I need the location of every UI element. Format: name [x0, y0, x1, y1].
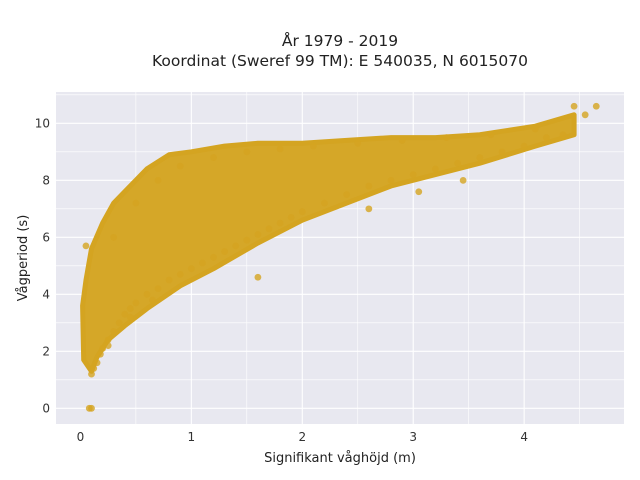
scatter-point [199, 259, 206, 267]
scatter-point [592, 102, 600, 110]
scatter-point [476, 154, 484, 161]
scatter-point [432, 165, 439, 173]
chart-title-line2: Koordinat (Sweref 99 TM): E 540035, N 60… [152, 52, 528, 70]
scatter-point [154, 176, 162, 184]
scatter-point [210, 253, 217, 261]
scatter-point [176, 270, 184, 278]
scatter-point [221, 248, 229, 255]
scatter-point [343, 191, 351, 198]
scatter-point [243, 236, 251, 244]
y-tick-labels: 0 2 4 6 8 10 [35, 116, 50, 415]
scatter-point [187, 265, 195, 273]
scatter-point [126, 313, 134, 321]
scatter-point [210, 154, 217, 161]
scatter-point [104, 336, 112, 344]
scatter-point [143, 290, 151, 298]
x-tick-label: 0 [77, 430, 85, 444]
scatter-point [443, 134, 450, 141]
scatter-points [82, 102, 600, 412]
x-tick-label: 2 [298, 430, 306, 444]
scatter-point [387, 176, 395, 184]
scatter-point [570, 102, 578, 110]
scatter-point [559, 131, 567, 139]
scatter-point [254, 231, 262, 238]
chart-title-line1: År 1979 - 2019 [282, 31, 398, 50]
scatter-point [165, 276, 173, 284]
scatter-point [276, 145, 284, 153]
scatter-point [542, 134, 550, 141]
scatter-point [132, 199, 140, 207]
scatter-point [110, 327, 118, 335]
scatter-point [354, 139, 362, 147]
scatter-point [176, 162, 184, 170]
scatter-point [93, 359, 101, 367]
x-tick-label: 3 [409, 430, 417, 444]
x-tick-label: 1 [188, 430, 196, 444]
scatter-point [287, 213, 295, 221]
scatter-point [254, 273, 262, 281]
scatter-point [459, 176, 467, 184]
x-tick-label: 4 [520, 430, 528, 444]
scatter-point [520, 142, 528, 150]
scatter-point [115, 319, 123, 327]
scatter-point [365, 205, 373, 213]
scatter-point [110, 233, 118, 241]
scatter-point [90, 365, 98, 372]
scatter-point [232, 242, 240, 250]
y-tick-label: 4 [42, 287, 50, 301]
scatter-point [121, 310, 129, 318]
scatter-point [298, 208, 306, 216]
scatter-point [96, 350, 104, 358]
scatter-density-cloud [80, 112, 577, 374]
y-tick-label: 10 [35, 116, 50, 130]
scatter-point [82, 242, 90, 250]
scatter-point [154, 285, 162, 293]
x-tick-labels: 0 1 2 3 4 [77, 430, 528, 444]
y-axis-label: Vågperiod (s) [16, 215, 31, 302]
scatter-point [409, 171, 417, 179]
scatter-point [581, 111, 589, 119]
scatter-point [321, 199, 328, 207]
scatter-point [454, 159, 461, 167]
scatter-point [498, 148, 506, 156]
scatter-point [309, 142, 317, 150]
y-tick-label: 8 [42, 173, 50, 187]
scatter-point [88, 370, 95, 378]
scatter-point [487, 131, 495, 139]
scatter-point [415, 188, 423, 196]
scatter-point [243, 148, 251, 156]
scatter-point [398, 137, 406, 144]
scatter-point [149, 296, 156, 304]
scatter-density-cloud-shape [80, 112, 577, 374]
scatter-point [531, 125, 539, 133]
y-tick-label: 0 [42, 401, 50, 415]
x-axis-label: Signifikant våghöjd (m) [264, 451, 416, 466]
y-tick-label: 2 [42, 344, 50, 358]
scatter-point [265, 225, 273, 233]
scatter-point [276, 219, 284, 227]
y-tick-label: 6 [42, 230, 50, 244]
scatter-point [132, 299, 140, 307]
scatter-point [365, 182, 373, 190]
scatter-point [99, 345, 106, 352]
scatter-point [126, 305, 134, 312]
scatter-point [104, 342, 112, 350]
scatter-point [88, 404, 95, 412]
